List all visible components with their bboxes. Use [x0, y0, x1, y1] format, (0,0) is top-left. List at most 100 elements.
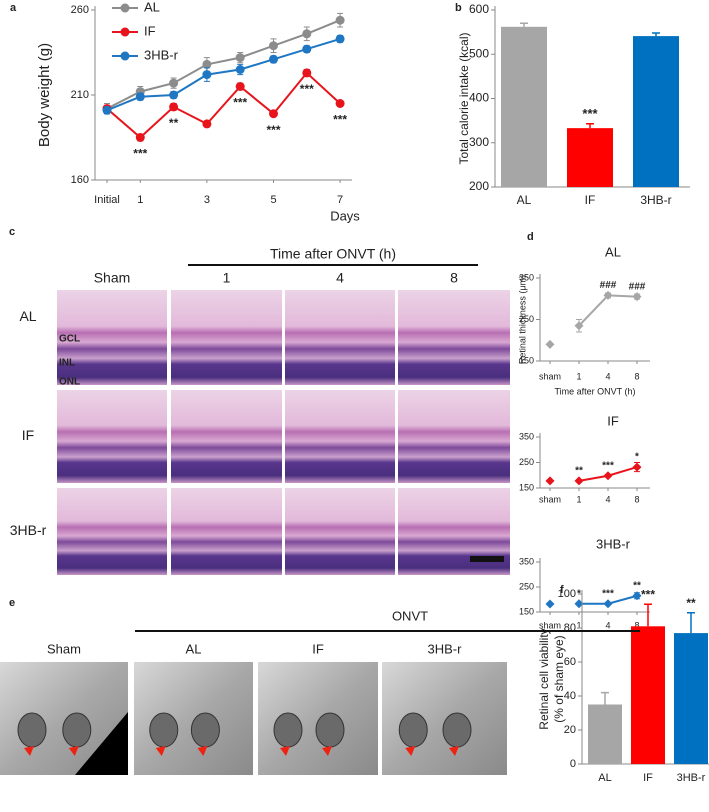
x-tick-label: sham [539, 620, 561, 630]
point [603, 599, 613, 609]
point [603, 290, 613, 300]
legend-marker [120, 3, 130, 13]
point [269, 54, 278, 64]
legend-marker [120, 51, 130, 61]
y-tick-label: 80 [564, 622, 576, 634]
em-image [134, 662, 253, 775]
histology-image [285, 390, 395, 483]
layer-label: ONL [59, 377, 80, 388]
point [574, 476, 584, 486]
x-axis-label: Days [330, 208, 360, 223]
y-tick-label: 250 [519, 457, 534, 467]
significance: *** [266, 123, 280, 137]
histology-image [398, 390, 510, 483]
point [135, 92, 145, 102]
x-tick-label: 3HB-r [677, 772, 706, 784]
point [102, 105, 112, 115]
y-tick-label: 350 [519, 431, 534, 441]
histology-image [57, 390, 167, 483]
histology-image [285, 290, 395, 385]
x-tick-label: sham [539, 494, 561, 504]
y-tick-label: 20 [564, 724, 576, 736]
y-tick-label: 350 [519, 556, 534, 566]
y-axis-label: Body weight (g) [36, 43, 53, 147]
chart-title: AL [605, 244, 621, 259]
point [269, 41, 278, 51]
significance: *** [602, 460, 614, 471]
x-tick-label: 8 [634, 494, 639, 504]
x-tick-label: 1 [576, 494, 581, 504]
em-image [258, 662, 378, 775]
point [135, 133, 145, 142]
panel-label: a [10, 2, 17, 14]
column-label: 4 [336, 270, 344, 286]
em-shadow [75, 712, 128, 775]
significance: *** [582, 106, 598, 121]
point [545, 339, 555, 349]
significance: ### [600, 280, 617, 291]
point [202, 59, 212, 69]
x-tick-label: 3 [204, 194, 210, 206]
y-tick-label: 60 [564, 656, 576, 668]
bar [567, 128, 613, 187]
nucleus [149, 712, 179, 748]
point [574, 599, 584, 609]
bar [501, 26, 547, 187]
point [603, 471, 613, 481]
column-label: 3HB-r [428, 641, 463, 656]
x-tick-label: 1 [576, 620, 581, 630]
layer-label: GCL [59, 334, 80, 345]
nucleus [315, 712, 345, 748]
significance: ** [575, 466, 583, 477]
histology-image [57, 488, 167, 575]
y-tick-label: 200 [469, 179, 489, 193]
y-axis-label: Retinal cell viability [537, 628, 551, 729]
significance: ** [169, 116, 179, 130]
column-label: 8 [450, 270, 458, 286]
legend-marker [120, 27, 130, 37]
x-tick-label: 3HB-r [640, 193, 671, 207]
row-label: 3HB-r [10, 522, 47, 538]
bar [588, 704, 622, 764]
y-tick-label: 600 [469, 2, 489, 16]
legend-label: AL [144, 0, 160, 14]
panel-label: b [455, 2, 462, 14]
y-tick-label: 150 [519, 482, 534, 492]
histology-image [171, 488, 282, 575]
column-label: IF [312, 641, 324, 656]
histology-image [285, 488, 395, 575]
y-tick-label: 160 [71, 174, 89, 186]
x-tick-label: 4 [605, 494, 610, 504]
x-tick-label: 1 [137, 194, 143, 206]
x-tick-label: sham [539, 371, 561, 381]
point [545, 599, 555, 609]
arrowhead [197, 746, 208, 756]
arrowhead [280, 746, 290, 756]
point [574, 321, 584, 331]
series-line [578, 294, 638, 327]
point [202, 119, 212, 129]
scale-bar [470, 556, 504, 562]
panel-header: ONVT [392, 608, 428, 623]
x-tick-label: 5 [270, 194, 276, 206]
error-bar [644, 603, 652, 627]
y-tick-label: 350 [519, 272, 534, 282]
column-label: Sham [94, 270, 131, 286]
arrowhead [449, 746, 459, 756]
significance: *** [133, 147, 147, 161]
column-label: Sham [47, 641, 81, 656]
point [632, 462, 642, 472]
y-tick-label: 400 [469, 91, 489, 105]
column-label: AL [186, 641, 202, 656]
y-tick-label: 250 [519, 581, 534, 591]
panel-label: c [9, 226, 15, 238]
legend-label: 3HB-r [144, 47, 179, 62]
y-tick-label: 100 [558, 588, 576, 600]
error-bar [586, 122, 594, 129]
x-axis-label: Time after ONVT (h) [554, 386, 635, 396]
arrowhead [322, 746, 332, 756]
x-tick-label: IF [585, 193, 596, 207]
series-line [106, 19, 341, 110]
row-label: IF [22, 427, 34, 443]
